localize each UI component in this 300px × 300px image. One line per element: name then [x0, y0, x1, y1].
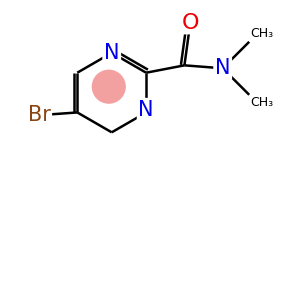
- Text: N: N: [138, 100, 154, 119]
- Text: N: N: [215, 58, 230, 78]
- Text: O: O: [182, 13, 199, 33]
- Text: CH₃: CH₃: [251, 96, 274, 109]
- Text: CH₃: CH₃: [251, 27, 274, 40]
- Circle shape: [92, 70, 126, 104]
- Text: N: N: [104, 43, 119, 63]
- Text: Br: Br: [28, 105, 50, 125]
